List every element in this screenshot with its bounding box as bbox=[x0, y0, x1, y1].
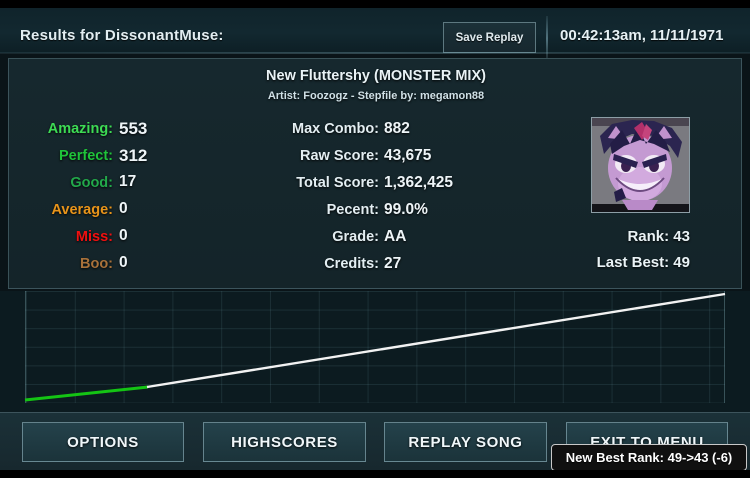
judgement-list: Amazing: 553 Perfect: 312 Good: 17 Avera… bbox=[19, 119, 209, 283]
judgement-label-boo: Boo: bbox=[79, 256, 113, 272]
judgement-label-amazing: Amazing: bbox=[47, 121, 113, 137]
judgement-label-average: Average: bbox=[51, 202, 113, 218]
options-button[interactable]: OPTIONS bbox=[22, 422, 184, 462]
last-best-label: Last Best: 49 bbox=[596, 254, 690, 271]
header-divider bbox=[546, 16, 548, 61]
score-value-credits: 27 bbox=[384, 255, 402, 272]
rank-label: Rank: 43 bbox=[627, 228, 690, 245]
song-credits: Artist: Foozogz - Stepfile by: megamon88 bbox=[267, 90, 485, 102]
save-replay-button[interactable]: Save Replay bbox=[443, 22, 536, 53]
judgement-label-miss: Miss: bbox=[75, 229, 113, 245]
bottom-letterbox bbox=[0, 470, 750, 478]
score-label-raw-score: Raw Score: bbox=[300, 148, 379, 164]
judgement-row-miss: Miss: 0 bbox=[19, 227, 209, 256]
new-best-rank-tooltip: New Best Rank: 49->43 (-6) bbox=[551, 444, 747, 471]
score-value-raw-score: 43,675 bbox=[384, 147, 432, 164]
score-value-total-score: 1,362,425 bbox=[384, 174, 453, 191]
life-graph bbox=[0, 291, 750, 412]
results-title: Results for DissonantMuse: bbox=[20, 27, 224, 44]
judgement-value-boo: 0 bbox=[119, 254, 128, 271]
score-value-grade: AA bbox=[384, 228, 407, 245]
score-row-total-score: Total Score: 1,362,425 bbox=[209, 174, 509, 202]
pony-avatar-icon bbox=[592, 118, 689, 212]
score-list: Max Combo: 882 Raw Score: 43,675 Total S… bbox=[209, 120, 509, 283]
score-row-raw-score: Raw Score: 43,675 bbox=[209, 147, 509, 175]
score-label-total-score: Total Score: bbox=[296, 175, 379, 191]
player-avatar bbox=[591, 117, 690, 213]
judgement-value-average: 0 bbox=[119, 200, 128, 217]
datetime-label: 00:42:13am, 11/11/1971 bbox=[560, 27, 724, 44]
life-graph-segment-green bbox=[24, 385, 149, 402]
highscores-button[interactable]: HIGHSCORES bbox=[203, 422, 366, 462]
score-label-credits: Credits: bbox=[324, 256, 379, 272]
replay-song-button[interactable]: REPLAY SONG bbox=[384, 422, 547, 462]
score-value-max-combo: 882 bbox=[384, 120, 410, 137]
score-label-percent: Pecent: bbox=[326, 202, 379, 218]
judgement-value-perfect: 312 bbox=[119, 146, 148, 165]
header-underline bbox=[0, 52, 750, 54]
score-row-grade: Grade: AA bbox=[209, 228, 509, 256]
judgement-value-miss: 0 bbox=[119, 227, 128, 244]
score-row-max-combo: Max Combo: 882 bbox=[209, 120, 509, 148]
score-row-percent: Pecent: 99.0% bbox=[209, 201, 509, 229]
score-label-max-combo: Max Combo: bbox=[292, 121, 379, 137]
top-letterbox bbox=[0, 0, 750, 8]
judgement-row-boo: Boo: 0 bbox=[19, 254, 209, 283]
judgement-label-perfect: Perfect: bbox=[59, 148, 113, 164]
score-row-credits: Credits: 27 bbox=[209, 255, 509, 283]
judgement-row-average: Average: 0 bbox=[19, 200, 209, 229]
score-value-percent: 99.0% bbox=[384, 201, 428, 218]
judgement-row-good: Good: 17 bbox=[19, 173, 209, 202]
judgement-row-perfect: Perfect: 312 bbox=[19, 146, 209, 175]
song-title: New Fluttershy (MONSTER MIX) bbox=[266, 68, 486, 84]
judgement-value-amazing: 553 bbox=[119, 119, 148, 138]
header-bar: Results for DissonantMuse: Save Replay 0… bbox=[0, 8, 750, 61]
judgement-value-good: 17 bbox=[119, 173, 137, 190]
judgement-label-good: Good: bbox=[70, 175, 113, 191]
life-graph-segment-white bbox=[146, 292, 726, 389]
life-graph-plot bbox=[24, 292, 726, 402]
life-graph-grid bbox=[25, 291, 725, 403]
judgement-row-amazing: Amazing: 553 bbox=[19, 119, 209, 148]
score-label-grade: Grade: bbox=[332, 229, 379, 245]
